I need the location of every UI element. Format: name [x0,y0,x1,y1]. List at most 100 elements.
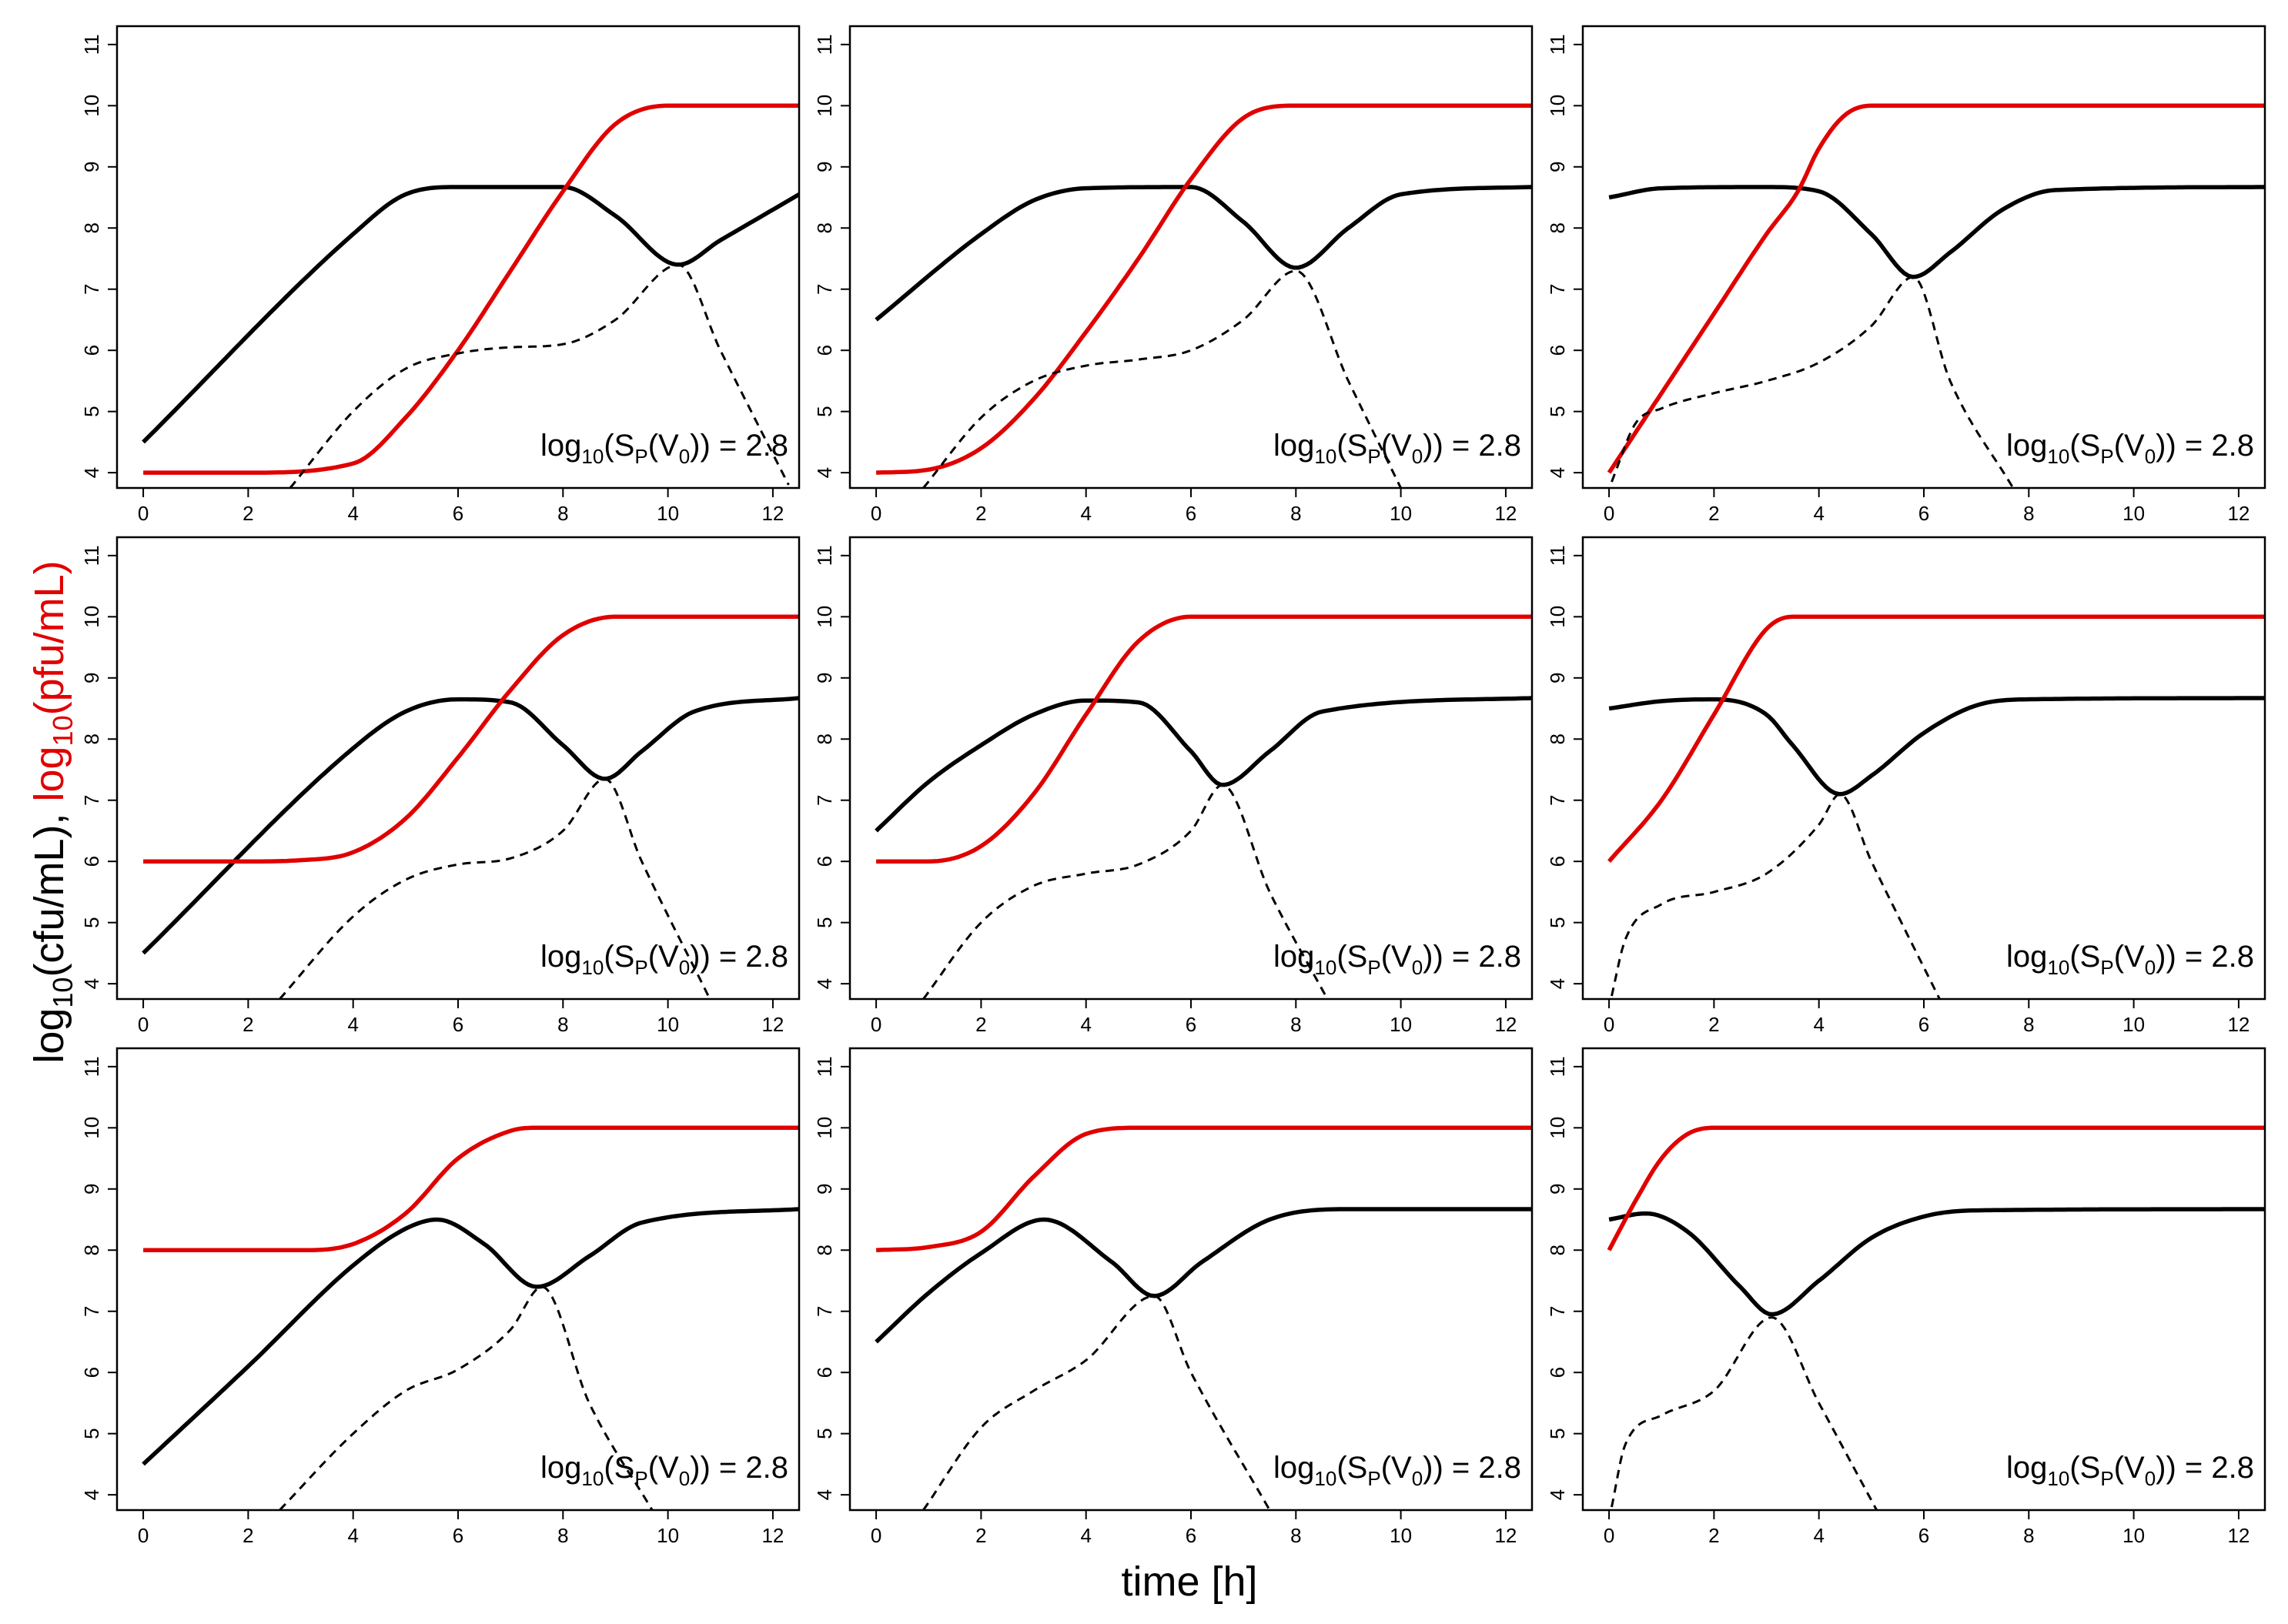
series-infected-bacteria-line [1611,276,2015,488]
annotation-text: (V [648,429,679,463]
y-tick-label: 6 [80,856,103,867]
plot-frame [115,1047,801,1512]
x-tick-label: 2 [1708,1013,1719,1036]
x-tick-label: 2 [243,502,253,525]
annotation-subscript: 0 [1412,445,1423,468]
annotation-subscript: 10 [2047,1467,2069,1490]
series-bacteria-total-line [875,185,1532,322]
annotation-subscript: P [1367,445,1380,468]
x-tick-label: 10 [657,1524,679,1547]
y-tick-label: 6 [813,345,836,356]
y-tick-label: 4 [1546,1489,1569,1500]
plot-frame [848,1047,1534,1512]
annotation-subscript: 0 [2145,956,2156,979]
x-tick-label: 6 [453,1524,463,1547]
annotation-subscript: P [2100,445,2113,468]
x-tick-label: 0 [138,1524,149,1547]
series-infected-bacteria-line [1611,1316,1878,1510]
y-tick-label: 10 [1546,95,1569,117]
panel-annotation: log10(SP(V0)) = 2.8 [540,1451,788,1490]
x-tick-label: 4 [347,1524,358,1547]
x-tick-label: 10 [657,1013,679,1036]
y-tick-label: 9 [1546,162,1569,172]
x-tick-label: 12 [1494,1013,1517,1036]
y-tick-label: 9 [80,673,103,683]
y-tick-label: 10 [80,1117,103,1139]
annotation-text: )) = 2.8 [2156,1451,2254,1485]
series-phage-line [875,1125,1532,1253]
x-tick-label: 0 [871,1524,881,1547]
y-tick-label: 5 [1546,1428,1569,1439]
annotation-text: (V [2114,940,2145,974]
series-infected-bacteria-line [922,1295,1271,1510]
x-tick-label: 12 [761,502,784,525]
y-tick-label: 9 [80,162,103,172]
y-tick-label: 5 [80,1428,103,1439]
x-tick-label: 0 [138,1013,149,1036]
annotation-text: log [2006,429,2047,463]
annotation-text: )) = 2.8 [1423,1451,1521,1485]
annotation-subscript: P [2100,956,2113,979]
x-tick-label: 8 [2023,1013,2034,1036]
series-phage-line [1607,614,2265,864]
x-tick-label: 4 [1080,1524,1091,1547]
y-tick-label: 11 [813,545,836,566]
y-tick-label: 5 [1546,917,1569,927]
series-bacteria-total-line [1608,1207,2265,1317]
y-axis-title: log10(cfu/mL), log10(pfu/mL) [26,560,79,1063]
y-tick-label: 4 [813,467,836,478]
x-tick-label: 10 [1390,502,1412,525]
annotation-subscript: 0 [679,445,690,468]
y-tick-label: 4 [1546,467,1569,478]
y-tick-label: 5 [80,406,103,416]
y-tick-label: 11 [1546,34,1569,55]
y-tick-label: 10 [1546,1117,1569,1139]
series-bacteria-total-line [1608,185,2265,279]
x-tick-label: 10 [2122,1013,2145,1036]
annotation-subscript: 0 [679,1467,690,1490]
x-tick-label: 2 [975,1013,986,1036]
x-tick-label: 8 [557,1013,568,1036]
y-tick-label: 7 [80,794,103,805]
annotation-text: log [540,1451,581,1485]
panel-annotation: log10(SP(V0)) = 2.8 [1273,940,1521,979]
annotation-subscript: 10 [581,1467,604,1490]
y-tick-label: 4 [813,1489,836,1500]
x-tick-label: 6 [453,1013,463,1036]
x-tick-label: 4 [1080,1013,1091,1036]
x-tick-label: 6 [1186,1524,1196,1547]
y-axis-title-black-rest: (cfu/mL), [26,814,72,977]
x-tick-label: 4 [1080,502,1091,525]
annotation-text: (V [1381,429,1412,463]
y-tick-label: 6 [1546,1367,1569,1378]
y-tick-label: 11 [80,1056,103,1077]
x-tick-label: 10 [1390,1524,1412,1547]
annotation-text: )) = 2.8 [690,1451,788,1485]
x-tick-label: 10 [2122,502,2145,525]
x-tick-label: 12 [2227,502,2250,525]
annotation-text: )) = 2.8 [1423,940,1521,974]
x-tick-label: 12 [2227,1524,2250,1547]
plot-frame [115,536,801,1001]
series-infected-bacteria-line [1611,793,1941,999]
annotation-text: log [1273,940,1314,974]
x-tick-label: 12 [1494,502,1517,525]
series-infected-bacteria-line [922,784,1329,999]
x-tick-label: 12 [761,1524,784,1547]
annotation-text: (S [1336,1451,1367,1485]
y-tick-label: 10 [80,606,103,628]
y-tick-label: 11 [1546,1056,1569,1077]
plot-frame [1581,1047,2266,1512]
y-tick-label: 11 [1546,545,1569,566]
y-tick-label: 4 [80,978,103,989]
y-axis-title-red-sub: 10 [47,715,79,746]
series-infected-bacteria-line [922,269,1402,488]
annotation-text: (V [2114,429,2145,463]
annotation-subscript: P [1367,1467,1380,1490]
annotation-text: (S [2069,940,2100,974]
